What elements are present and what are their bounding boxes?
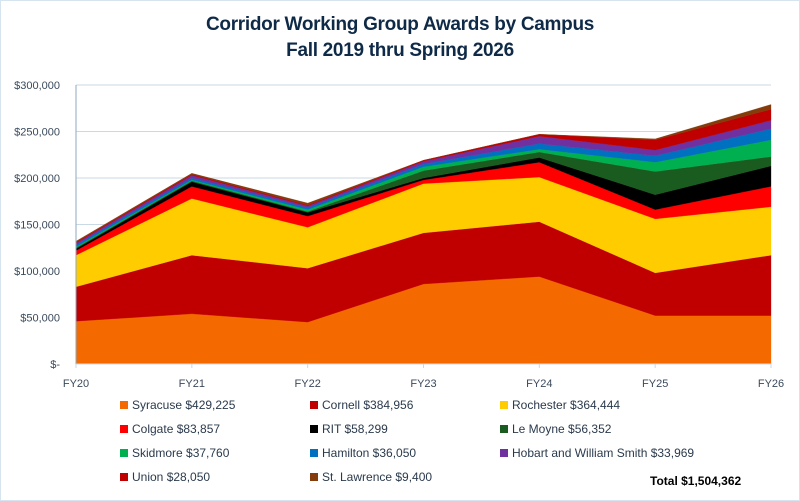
x-tick-label: FY20 [63,378,89,390]
legend-label: Cornell $384,956 [322,398,414,412]
x-tick-label: FY25 [642,378,668,390]
legend-swatch [120,473,128,481]
legend-label: Skidmore $37,760 [132,446,230,460]
x-tick-label: FY24 [526,378,552,390]
legend-swatch [500,401,508,409]
legend-item: RIT $58,299 [310,422,388,436]
legend-swatch [310,425,318,433]
legend-item: Hamilton $36,050 [310,446,416,460]
legend-label: Hamilton $36,050 [322,446,417,460]
legend-swatch [120,449,128,457]
legend-swatch [500,425,508,433]
area-series [75,104,772,365]
y-tick-label: $100,000 [14,266,60,278]
legend-swatch [500,449,508,457]
y-tick-label: $150,000 [14,220,60,232]
chart-subtitle: Fall 2019 thru Spring 2026 [286,40,514,61]
legend-label: Syracuse $429,225 [132,398,236,412]
legend-label: Le Moyne $56,352 [512,422,612,436]
y-tick-label: $300,000 [14,80,60,92]
legend-swatch [120,401,128,409]
legend-swatch [120,425,128,433]
total-label: Total $1,504,362 [650,474,742,488]
legend-item: Cornell $384,956 [310,398,413,412]
stacked-area-chart: $- $50,000 $100,000 $150,000 $200,000 $250,00… [14,80,784,390]
y-tick-label: $50,000 [20,313,60,325]
chart-title-block: Corridor Working Group Awards by Campus … [0,12,800,64]
legend-item: Colgate $83,857 [120,422,220,436]
legend-item: Syracuse $429,225 [120,398,235,412]
y-tick-label: $200,000 [14,173,60,185]
legend-label: RIT $58,299 [322,422,388,436]
x-tick-label: FY23 [410,378,436,390]
legend-item: Hobart and William Smith $33,969 [500,446,694,460]
legend-label: Union $28,050 [132,470,211,484]
y-axis-ticks: $- $50,000 $100,000 $150,000 $200,000 $250,00… [14,80,60,371]
legend-swatch [310,473,318,481]
legend-swatch [310,401,318,409]
legend-swatch [310,449,318,457]
x-tick-label: FY21 [179,378,205,390]
y-tick-label: $250,000 [14,127,60,139]
chart-title: Corridor Working Group Awards by Campus [205,14,595,35]
legend-item: Rochester $364,444 [500,398,620,412]
y-tick-label: $- [50,359,60,371]
legend-item: Le Moyne $56,352 [500,422,611,436]
legend-label: Hobart and William Smith $33,969 [512,446,695,460]
legend-label: St. Lawrence $9,400 [322,470,433,484]
x-tick-label: FY22 [295,378,321,390]
legend-item: Union $28,050 [120,470,210,484]
x-axis-ticks: FY20 FY21 FY22 FY23 FY24 FY25 FY26 [63,364,784,390]
x-tick-label: FY26 [758,378,784,390]
legend-label: Rochester $364,444 [512,398,621,412]
legend-item: St. Lawrence $9,400 [310,470,432,484]
area-st-lawrence [75,104,772,243]
legend-label: Colgate $83,857 [132,422,221,436]
legend-item: Skidmore $37,760 [120,446,229,460]
